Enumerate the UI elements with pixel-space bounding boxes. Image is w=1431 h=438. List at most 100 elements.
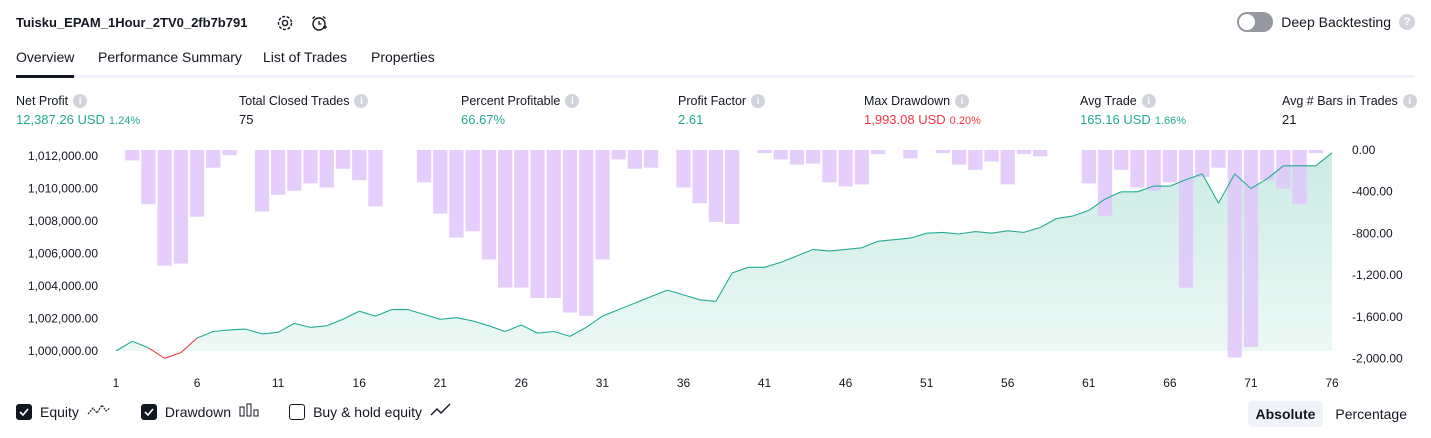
drawdown-bar bbox=[870, 150, 886, 155]
equity-line-segment bbox=[521, 324, 538, 334]
info-icon[interactable]: i bbox=[354, 94, 369, 108]
mode-absolute[interactable]: Absolute bbox=[1247, 401, 1324, 427]
toggle-knob bbox=[1239, 14, 1256, 30]
metric-label: Net Profit bbox=[16, 94, 69, 108]
drawdown-bar bbox=[708, 150, 724, 222]
metric-value: 1,993.08 USD bbox=[864, 112, 946, 127]
equity-label: Equity bbox=[40, 403, 79, 420]
mode-percentage[interactable]: Percentage bbox=[1335, 406, 1407, 422]
info-icon[interactable]: i bbox=[73, 94, 88, 108]
equity-line-segment bbox=[456, 317, 473, 322]
deep-backtesting-toggle[interactable] bbox=[1237, 12, 1274, 32]
equity-line-segment bbox=[829, 248, 846, 252]
drawdown-bar bbox=[546, 150, 561, 298]
equity-line-segment bbox=[261, 331, 279, 335]
legend-buy-hold-equity[interactable]: Buy & hold equity bbox=[289, 403, 452, 420]
tab-performance-summary[interactable]: Performance Summary bbox=[98, 49, 242, 65]
right-axis-tick-label: -400.00 bbox=[1352, 185, 1393, 199]
drawdown-bar bbox=[1195, 150, 1210, 178]
equity-line-segment bbox=[910, 232, 927, 239]
drawdown-bar bbox=[449, 150, 464, 238]
legend-drawdown[interactable]: Drawdown bbox=[140, 403, 259, 420]
drawdown-bar bbox=[1097, 150, 1113, 216]
tab-properties[interactable]: Properties bbox=[371, 49, 435, 65]
drawdown-bar bbox=[1016, 150, 1032, 155]
drawdown-bar bbox=[481, 150, 497, 260]
metric-label: Percent Profitable bbox=[461, 94, 561, 108]
equity-line-icon bbox=[87, 403, 111, 420]
metric-percent: 1.66% bbox=[1154, 115, 1187, 127]
equity-checkbox[interactable] bbox=[16, 403, 32, 420]
drawdown-bar bbox=[968, 150, 983, 170]
drawdown-bar bbox=[562, 150, 578, 313]
left-axis-tick-label: 1,000,000.00 bbox=[28, 344, 98, 358]
x-axis-tick-label: 51 bbox=[920, 376, 934, 390]
left-axis-tick-label: 1,008,000.00 bbox=[28, 214, 98, 228]
equity-line-segment bbox=[959, 231, 976, 235]
x-axis-tick-label: 11 bbox=[272, 376, 285, 390]
equity-line-segment bbox=[1088, 198, 1106, 211]
drawdown-bar bbox=[498, 150, 513, 288]
tab-list-of-trades[interactable]: List of Trades bbox=[263, 49, 348, 65]
tab-overview[interactable]: Overview bbox=[16, 48, 75, 78]
equity-line-segment bbox=[1007, 230, 1024, 233]
drawdown-bar bbox=[514, 150, 529, 288]
drawdown-bar bbox=[789, 150, 805, 165]
equity-line-segment bbox=[180, 337, 198, 354]
left-axis-tick-label: 1,012,000.00 bbox=[28, 149, 98, 163]
equity-line-segment bbox=[342, 310, 360, 320]
drawdown-checkbox[interactable] bbox=[140, 403, 157, 420]
equity-line-segment bbox=[667, 289, 684, 296]
left-axis-tick-label: 1,002,000.00 bbox=[28, 312, 98, 326]
equity-line-segment bbox=[537, 330, 554, 334]
info-icon[interactable]: i bbox=[1141, 94, 1156, 108]
info-icon[interactable]: i bbox=[565, 94, 580, 108]
equity-line-segment bbox=[1218, 173, 1236, 204]
drawdown-bar bbox=[725, 150, 740, 224]
drawdown-bar bbox=[822, 150, 837, 183]
left-axis-tick-label: 1,010,000.00 bbox=[28, 182, 98, 196]
metric-percent: 0.20% bbox=[949, 115, 981, 127]
alarm-clock-icon[interactable] bbox=[308, 12, 330, 34]
info-icon[interactable]: i bbox=[955, 94, 970, 108]
info-icon[interactable]: i bbox=[751, 94, 766, 108]
legend-equity[interactable]: Equity bbox=[16, 403, 111, 420]
drawdown-bar bbox=[1081, 150, 1096, 184]
x-axis-tick-label: 61 bbox=[1082, 376, 1096, 390]
drawdown-bar bbox=[903, 150, 918, 159]
drawdown-bar bbox=[368, 150, 383, 207]
drawdown-bar bbox=[1260, 150, 1275, 181]
drawdown-bar bbox=[1211, 150, 1226, 168]
gear-icon[interactable] bbox=[274, 12, 296, 34]
info-icon[interactable]: i bbox=[1402, 94, 1417, 108]
metric-value: 2.61 bbox=[678, 112, 704, 127]
drawdown-bar bbox=[1292, 150, 1307, 205]
buy-hold-checkbox[interactable] bbox=[289, 403, 306, 420]
x-axis-tick-label: 21 bbox=[434, 376, 448, 390]
equity-line-segment bbox=[326, 318, 344, 327]
x-axis-tick-label: 26 bbox=[515, 376, 529, 390]
equity-line-segment bbox=[1250, 178, 1268, 189]
equity-line-segment bbox=[1169, 179, 1187, 187]
equity-line-segment bbox=[131, 340, 149, 349]
drawdown-bar bbox=[530, 150, 545, 298]
equity-line-segment bbox=[310, 325, 327, 328]
equity-line-segment bbox=[553, 330, 571, 337]
x-axis-tick-label: 1 bbox=[113, 376, 120, 390]
drawdown-bar bbox=[1178, 150, 1194, 288]
x-axis-tick-label: 76 bbox=[1325, 376, 1339, 390]
question-mark-icon[interactable]: ? bbox=[1399, 14, 1415, 30]
equity-line-segment bbox=[1185, 173, 1203, 181]
equity-line-segment bbox=[780, 255, 798, 263]
equity-line-segment bbox=[245, 328, 263, 335]
equity-line-segment bbox=[472, 320, 490, 327]
metric-value: 12,387.26 USD bbox=[16, 112, 105, 127]
equity-line-segment bbox=[359, 310, 376, 317]
equity-line-segment bbox=[164, 352, 182, 359]
equity-line-segment bbox=[1266, 165, 1284, 180]
metric-label: Total Closed Trades bbox=[239, 94, 350, 108]
equity-line-segment bbox=[196, 330, 214, 339]
equity-line-segment bbox=[115, 340, 133, 352]
x-axis-tick-label: 71 bbox=[1244, 376, 1258, 390]
drawdown-bar bbox=[627, 150, 642, 169]
